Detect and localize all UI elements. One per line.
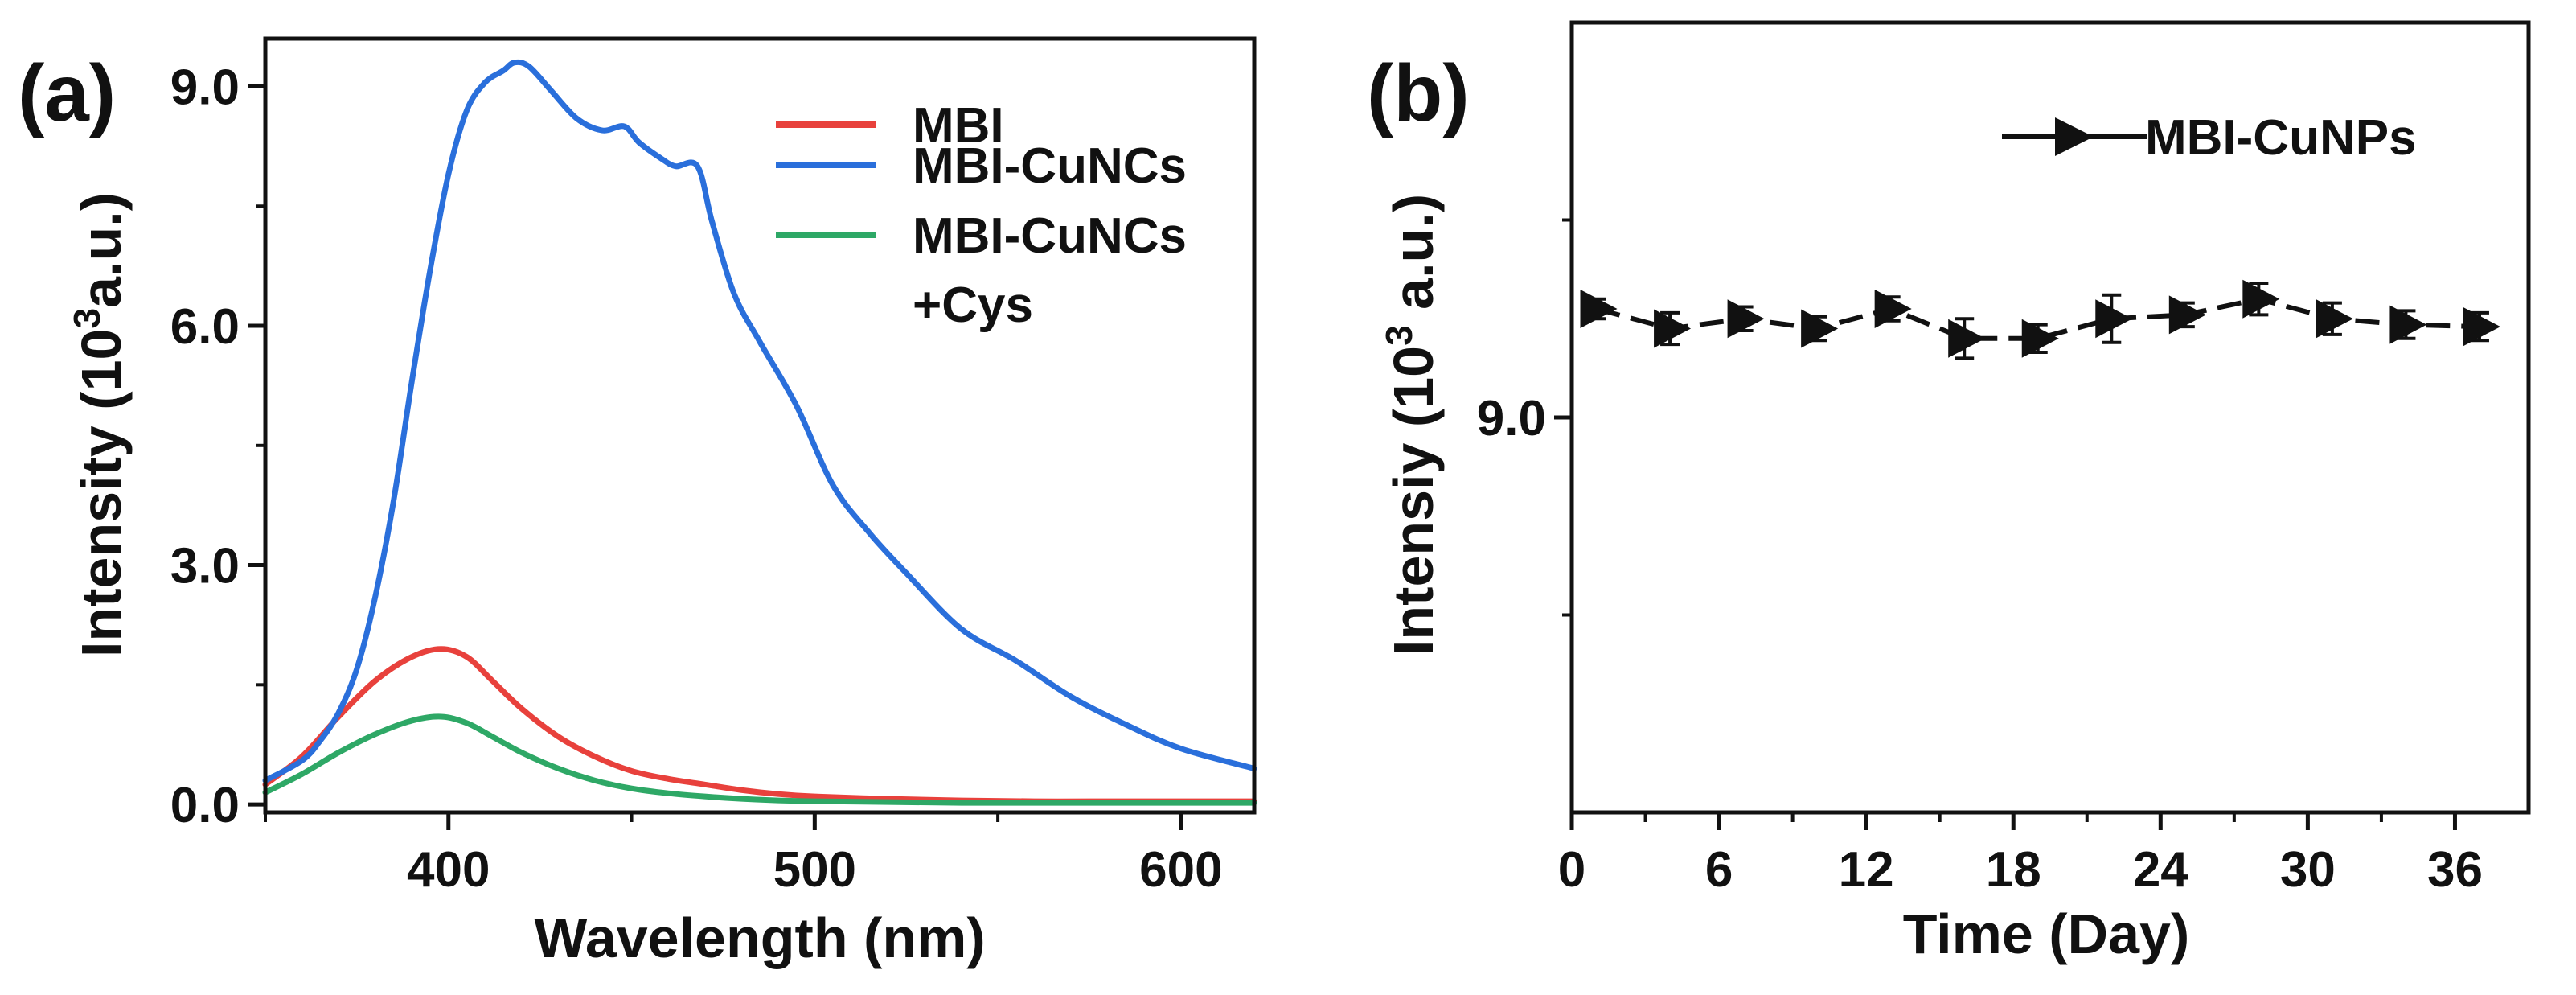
panel-b-point-0: [1580, 289, 1618, 328]
panel-b-point-5: [1948, 319, 1986, 358]
panel-a-y-tick-label-3: 9.0: [170, 60, 240, 116]
panel-b-point-7: [2095, 299, 2133, 339]
panel-a-series-line-0: [262, 646, 1257, 804]
panel-b-point-8: [2168, 295, 2206, 335]
panel-a-ticks: 400 500 600 0.0 3.0 6.0 9.0: [170, 60, 1223, 898]
panel-b-y-axis-label: Intensiy (103 a.u.): [1378, 194, 1445, 656]
panel-b: (b) 0 6 12 18 24 30 36 9.0 Time (Day) Intensiy …: [1367, 20, 2531, 965]
panel-b-point-3: [1801, 309, 1839, 348]
panel-b-series-group: [1580, 279, 2500, 360]
panel-b-x-axis-label: Time (Day): [1903, 902, 2190, 965]
panel-a-label: (a): [18, 48, 116, 138]
panel-a-series-group: [262, 59, 1257, 806]
panel-a-y-tick-label-2: 6.0: [170, 299, 240, 355]
panel-b-point-4: [1874, 289, 1912, 328]
panel-a-x-axis-label: Wavelength (nm): [534, 907, 985, 969]
panel-a-legend: MBI MBI-CuNCs MBI-CuNCs +Cys: [776, 98, 1187, 333]
panel-b-y-tick-label-0: 9.0: [1477, 391, 1546, 446]
panel-b-x-tick-label-1: 6: [1705, 842, 1733, 898]
panel-b-point-12: [2463, 307, 2500, 347]
panel-a-y-axis-label: Intensity (103a.u.): [66, 192, 133, 657]
panel-a-x-tick-label-0: 400: [407, 842, 490, 898]
panel-a-series-line-1: [262, 59, 1257, 783]
panel-b-point-10: [2316, 299, 2353, 339]
legend-label-mbi-cunps: MBI-CuNPs: [2145, 110, 2417, 166]
panel-a-y-axis-label-main: Intensity (10: [70, 329, 133, 657]
panel-b-point-2: [1727, 299, 1765, 339]
panel-b-x-tick-label-6: 36: [2427, 842, 2483, 898]
panel-b-ticks: 0 6 12 18 24 30 36 9.0: [1477, 218, 2483, 898]
panel-b-legend: MBI-CuNPs: [2002, 110, 2417, 166]
panel-a: (a) 400 500 600 0.0 3.0 6.0 9.0 Wavelength (nm…: [18, 36, 1257, 969]
panel-b-x-tick-label-2: 12: [1839, 842, 1894, 898]
legend-label-mbi-cuncs-cys-line1: MBI-CuNCs: [913, 208, 1187, 264]
panel-b-x-tick-label-4: 24: [2133, 842, 2188, 898]
panel-a-y-axis-label-sup: 3: [66, 308, 108, 329]
panel-b-point-9: [2242, 279, 2280, 319]
panel-b-point-1: [1654, 309, 1692, 348]
legend-label-mbi-cuncs: MBI-CuNCs: [913, 138, 1187, 194]
panel-b-point-11: [2389, 305, 2427, 344]
panel-b-y-axis-label-main: Intensiy (10: [1382, 346, 1445, 656]
panel-b-label: (b): [1367, 48, 1470, 138]
panel-b-x-tick-label-5: 30: [2280, 842, 2336, 898]
panel-b-point-6: [2021, 319, 2059, 358]
panel-a-y-tick-label-1: 3.0: [170, 539, 240, 594]
panel-b-x-tick-label-0: 0: [1558, 842, 1585, 898]
panel-b-x-tick-label-3: 18: [1986, 842, 2041, 898]
panel-a-y-tick-label-0: 0.0: [170, 778, 240, 833]
panel-a-series-line-2: [262, 713, 1257, 806]
panel-b-y-axis-label-sup: 3: [1378, 325, 1420, 346]
panel-a-plot-frame: [263, 36, 1257, 815]
legend-swatch-mbi-cunps-marker: [2055, 117, 2094, 156]
legend-label-mbi: MBI: [913, 98, 1004, 154]
legend-label-mbi-cuncs-cys-line2: +Cys: [913, 278, 1033, 333]
panel-b-y-axis-label-tail: a.u.): [1382, 194, 1445, 325]
panel-a-x-tick-label-2: 600: [1139, 842, 1222, 898]
panel-a-y-axis-label-tail: a.u.): [70, 192, 133, 308]
panel-a-x-tick-label-1: 500: [773, 842, 856, 898]
